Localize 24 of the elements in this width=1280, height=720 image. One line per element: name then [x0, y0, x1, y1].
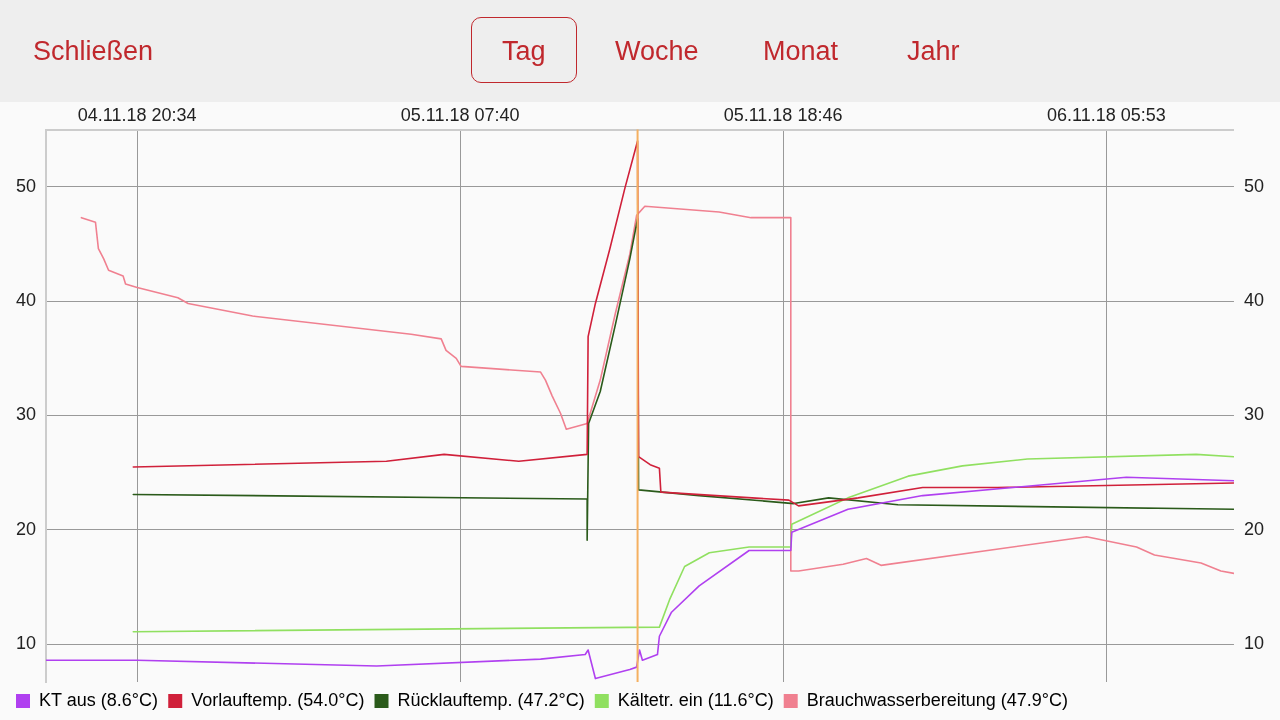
- y-tick-label: 50: [15, 175, 37, 196]
- y2-tick-label: 30: [1243, 404, 1265, 425]
- text: Schließen: [32, 35, 155, 68]
- y-tick-label: 30: [15, 404, 37, 425]
- legend-label: Kältetr. ein (11.6°C): [617, 689, 774, 710]
- text: Tag: [471, 17, 577, 83]
- x-tick-label: 06.11.18 05:53: [1047, 104, 1166, 125]
- legend-label: KT aus (8.6°C): [39, 689, 158, 710]
- y2-tick-label: 10: [1243, 633, 1265, 654]
- legend-label: Rücklauftemp. (47.2°C): [397, 689, 585, 710]
- y-tick-label: 20: [15, 518, 37, 539]
- y2-tick-label: 20: [1243, 518, 1265, 539]
- x-tick-label: 05.11.18 18:46: [723, 104, 843, 125]
- x-tick-label: 04.11.18 20:34: [77, 104, 197, 125]
- legend-label: Vorlauftemp. (54.0°C): [191, 689, 365, 710]
- y-tick-label: 10: [15, 633, 37, 654]
- y-tick-label: 40: [15, 290, 37, 311]
- text: Monat: [762, 35, 840, 68]
- x-tick-label: 05.11.18 07:40: [400, 104, 520, 125]
- text: Woche: [614, 35, 700, 68]
- legend-label: Brauchwasserbereitung (47.9°C): [806, 689, 1069, 710]
- y2-tick-label: 50: [1243, 175, 1265, 196]
- text: Jahr: [906, 35, 961, 68]
- y2-tick-label: 40: [1243, 290, 1265, 311]
